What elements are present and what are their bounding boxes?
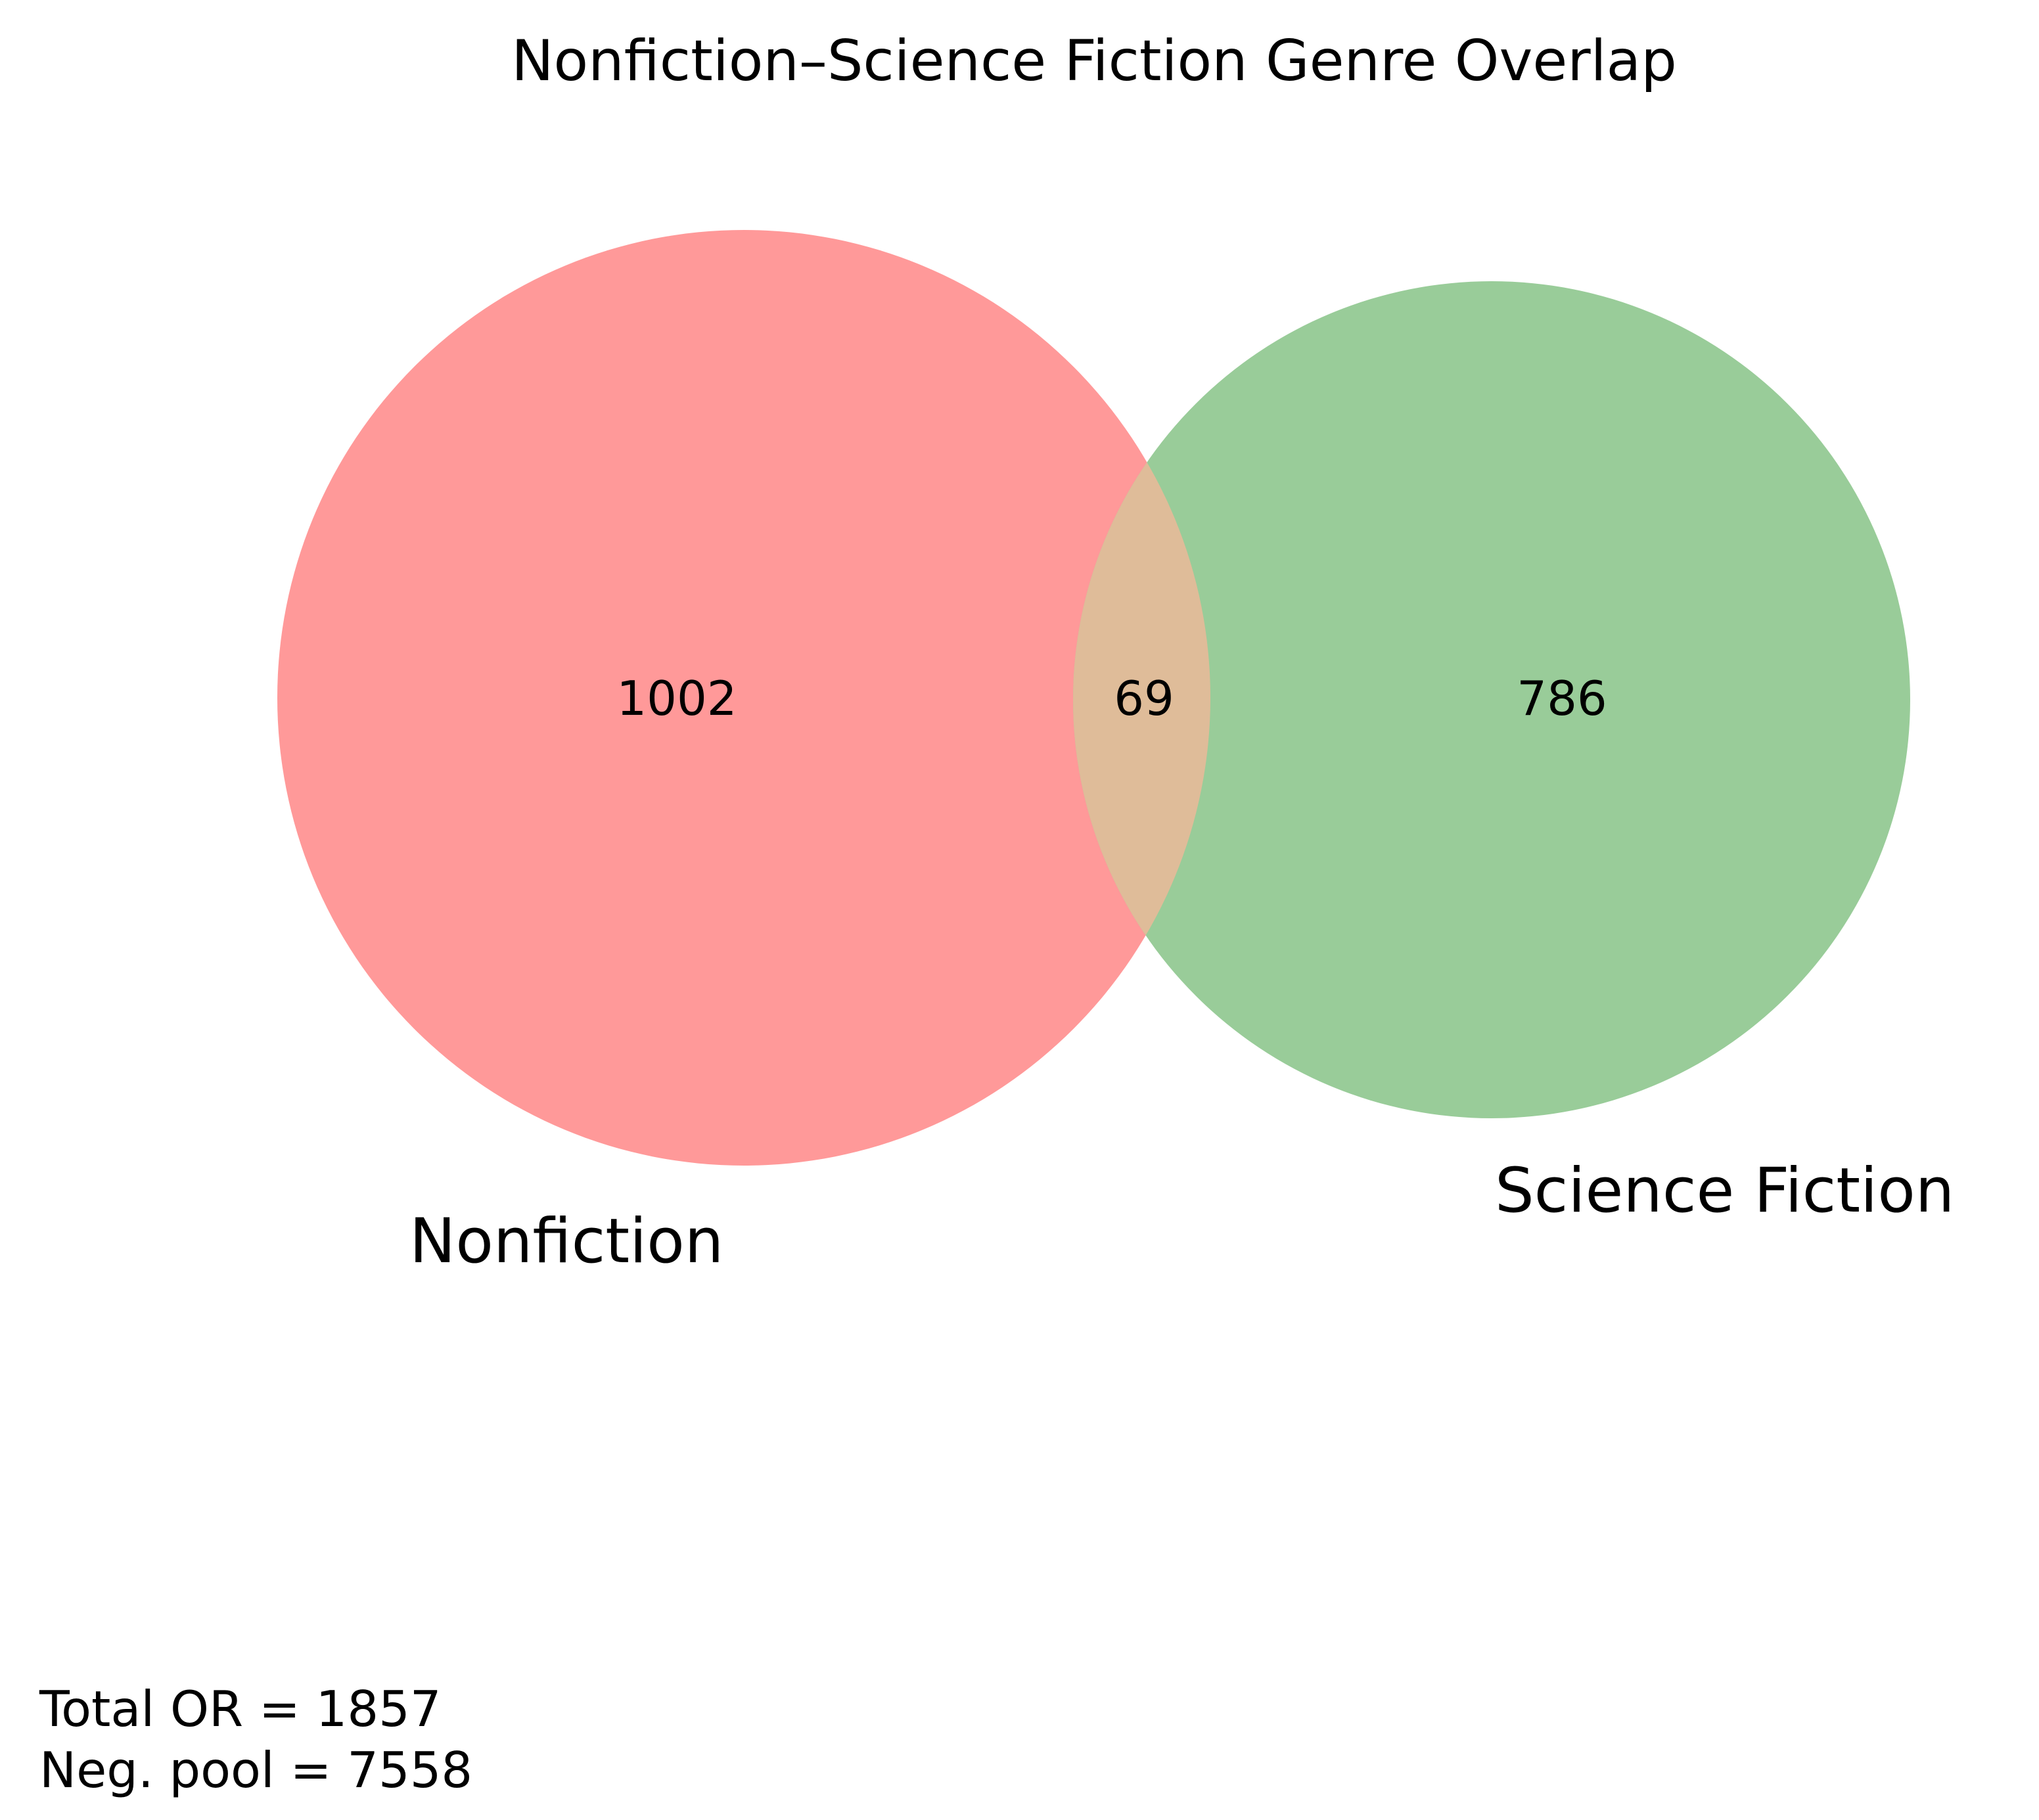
nonfiction-label: Nonfiction bbox=[409, 1206, 723, 1277]
neg-pool-stat: Neg. pool = 7558 bbox=[39, 1741, 472, 1799]
nonfiction-circle bbox=[277, 230, 1210, 1166]
overlap-count: 69 bbox=[1114, 671, 1174, 726]
nonfiction-only-count: 1002 bbox=[616, 671, 737, 726]
science-fiction-circle bbox=[1073, 281, 1910, 1118]
science-fiction-label: Science Fiction bbox=[1495, 1155, 1954, 1227]
science-fiction-only-count: 786 bbox=[1517, 671, 1607, 726]
chart-title: Nonfiction–Science Fiction Genre Overlap bbox=[511, 28, 1677, 94]
total-or-stat: Total OR = 1857 bbox=[39, 1680, 442, 1738]
